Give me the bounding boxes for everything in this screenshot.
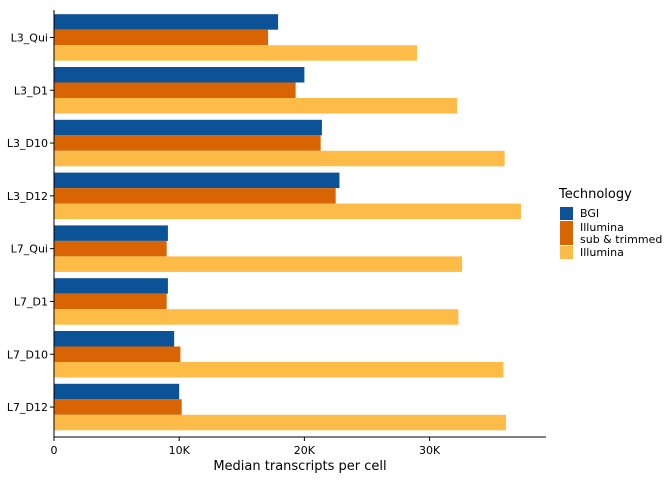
bar-L3_D10-illumina-2 xyxy=(54,150,505,167)
legend-label-1: Illumina sub & trimmed xyxy=(580,221,662,246)
y-tick-label: L7_D12 xyxy=(7,401,48,414)
bar-L3_D1-illumina-1 xyxy=(54,82,296,98)
y-tick-label: L3_Qui xyxy=(11,31,48,44)
bar-L7_D10-bgi-0 xyxy=(54,331,175,347)
bar-L3_D12-bgi-0 xyxy=(54,172,340,189)
x-axis-title: Median transcripts per cell xyxy=(213,459,386,474)
legend-key-0 xyxy=(560,207,573,220)
bar-L7_D12-illumina-1 xyxy=(54,399,182,415)
x-tick-label: 30K xyxy=(419,444,441,457)
bar-L3_D10-illumina-1 xyxy=(54,135,321,151)
bar-L7_D1-bgi-0 xyxy=(54,278,168,294)
bar-L7_D10-illumina-1 xyxy=(54,346,181,362)
bar-L7_D10-illumina-2 xyxy=(54,362,504,378)
x-axis-ticks: 0 10K 20K 30K xyxy=(51,437,441,457)
bar-L3_D10-bgi-0 xyxy=(54,119,322,136)
bar-L7_Qui-illumina-1 xyxy=(54,240,167,257)
y-tick-label: L3_D1 xyxy=(14,84,48,97)
bar-L7_D1-illumina-2 xyxy=(54,309,459,325)
bar-L7_D1-illumina-1 xyxy=(54,293,167,310)
y-tick-label: L3_D10 xyxy=(7,137,48,150)
bar-L3_D1-bgi-0 xyxy=(54,67,305,83)
bar-L3_Qui-illumina-1 xyxy=(54,29,269,46)
y-axis-ticks: L3_Qui L3_D1 L3_D10 L3_D12 L7_Qui L7_D1 L7_D10… xyxy=(7,31,54,414)
x-tick-label: 10K xyxy=(169,444,191,457)
y-tick-label: L7_D10 xyxy=(7,348,48,361)
legend-label-0: BGI xyxy=(580,207,599,220)
bar-L3_Qui-bgi-0 xyxy=(54,14,279,30)
bar-L3_D12-illumina-2 xyxy=(54,203,521,220)
x-tick-label: 0 xyxy=(51,444,58,457)
bar-L7_Qui-illumina-2 xyxy=(54,256,463,272)
legend-title: Technology xyxy=(558,187,632,202)
legend-key-1 xyxy=(560,221,573,245)
bar-L3_Qui-illumina-2 xyxy=(54,45,418,61)
y-tick-label: L7_D1 xyxy=(14,295,48,308)
legend-key-2 xyxy=(560,246,573,259)
bar-L7_Qui-bgi-0 xyxy=(54,225,168,241)
x-tick-label: 20K xyxy=(294,444,316,457)
legend-label-2: Illumina xyxy=(580,246,624,259)
bars-layer xyxy=(54,14,521,431)
bar-L3_D12-illumina-1 xyxy=(54,188,336,204)
bar-L3_D1-illumina-2 xyxy=(54,98,458,114)
bar-L7_D12-illumina-2 xyxy=(54,414,506,431)
bar-L7_D12-bgi-0 xyxy=(54,383,180,400)
y-tick-label: L3_D12 xyxy=(7,190,48,203)
y-tick-label: L7_Qui xyxy=(11,243,48,256)
